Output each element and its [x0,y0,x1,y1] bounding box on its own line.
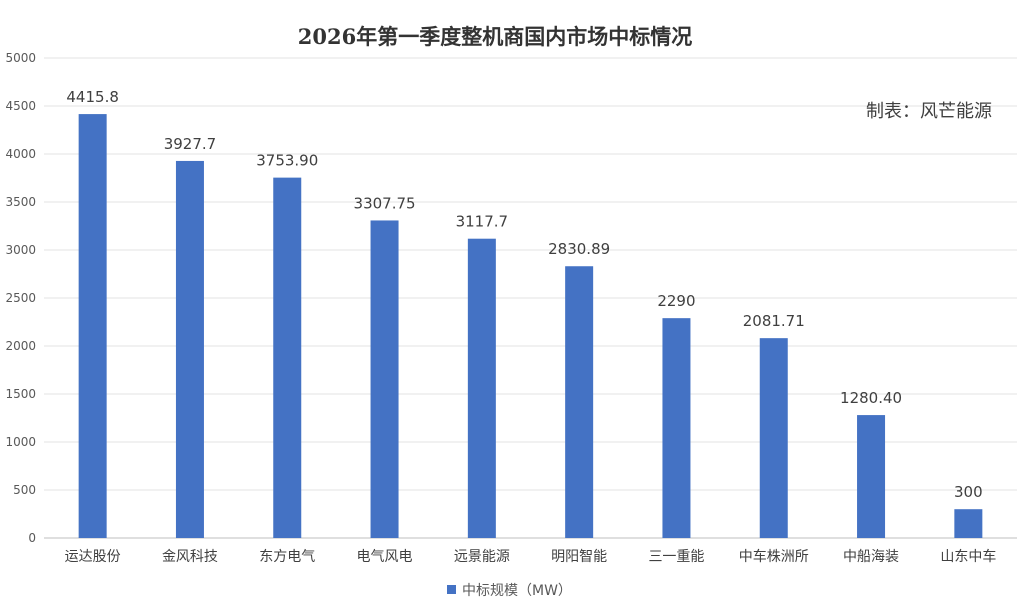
bar [175,160,204,538]
y-tick-label: 4500 [5,99,36,113]
x-tick-label: 山东中车 [940,548,996,565]
bar [467,238,496,538]
bar [273,177,302,538]
y-tick-label: 2500 [5,291,36,305]
y-tick-label: 3500 [5,195,36,209]
y-tick-label: 1500 [5,387,36,401]
data-label: 3117.7 [456,213,509,231]
data-label: 300 [954,483,983,501]
y-tick-label: 0 [28,531,36,545]
x-tick-label: 东方电气 [259,549,315,565]
y-tick-label: 4000 [5,147,36,161]
gridlines [44,57,1017,539]
bar [954,509,983,538]
legend-swatch [447,585,456,594]
bar [370,220,399,538]
bar [565,266,594,538]
x-tick-label: 运达股份 [65,549,121,565]
y-tick-label: 5000 [5,51,36,65]
data-label: 3307.75 [354,194,416,212]
x-tick-label: 三一重能 [648,549,704,565]
y-tick-label: 1000 [5,435,36,449]
bar [759,338,788,538]
source-annotation: 制表：风芒能源 [866,101,992,122]
x-tick-label: 金风科技 [162,549,218,565]
legend-label: 中标规模（MW） [462,583,572,599]
bar [78,114,107,539]
x-axis-ticks: 运达股份 金风科技 东方电气 电气风电 远景能源 明阳智能 三一重能 中车株洲所 中船海装 山东中… [65,548,997,565]
y-tick-label: 3000 [5,243,36,257]
y-tick-label: 500 [13,483,36,497]
x-tick-label: 电气风电 [357,549,413,565]
data-label: 3753.90 [256,152,318,170]
data-label: 2290 [657,292,695,310]
chart-title: 2026年第一季度整机商国内市场中标情况 [298,24,692,49]
data-label: 3927.7 [164,135,217,153]
x-tick-label: 远景能源 [454,549,510,565]
bar [857,415,886,538]
data-label: 2081.71 [743,312,805,330]
bar [662,318,691,538]
legend: 中标规模（MW） [447,583,572,599]
x-tick-label: 中船海装 [843,549,899,565]
data-label: 2830.89 [548,240,610,258]
data-label: 1280.40 [840,389,902,407]
x-tick-label: 明阳智能 [551,549,607,565]
x-tick-label: 中车株洲所 [739,548,809,565]
data-labels: 4415.8 3927.7 3753.90 3307.75 3117.7 2830.89 2… [66,88,982,501]
y-axis-ticks: 0 500 1000 1500 2000 2500 3000 3500 4000 4500 5000 [5,51,36,545]
y-tick-label: 2000 [5,339,36,353]
bars [78,114,983,539]
data-label: 4415.8 [66,88,119,106]
